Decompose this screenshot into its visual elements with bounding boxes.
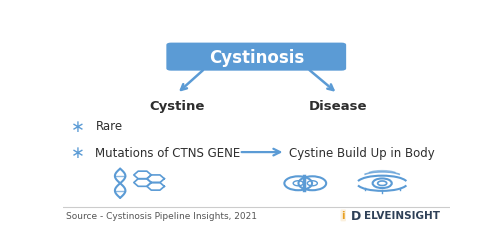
Text: Mutations of CTNS GENE: Mutations of CTNS GENE <box>96 146 240 159</box>
Text: Rare: Rare <box>96 120 122 133</box>
Text: ∗: ∗ <box>71 144 85 162</box>
Text: i: i <box>342 211 345 220</box>
Text: Cystinosis: Cystinosis <box>208 48 304 66</box>
Text: Source - Cystinosis Pipeline Insights, 2021: Source - Cystinosis Pipeline Insights, 2… <box>66 211 258 220</box>
FancyBboxPatch shape <box>166 43 346 71</box>
Text: ELVEINSIGHT: ELVEINSIGHT <box>364 211 440 220</box>
Text: Disease: Disease <box>308 99 367 112</box>
Text: Cystine: Cystine <box>149 99 204 112</box>
Text: Cystine Build Up in Body: Cystine Build Up in Body <box>289 146 435 159</box>
Text: D: D <box>351 209 362 222</box>
Text: ∗: ∗ <box>71 117 85 135</box>
